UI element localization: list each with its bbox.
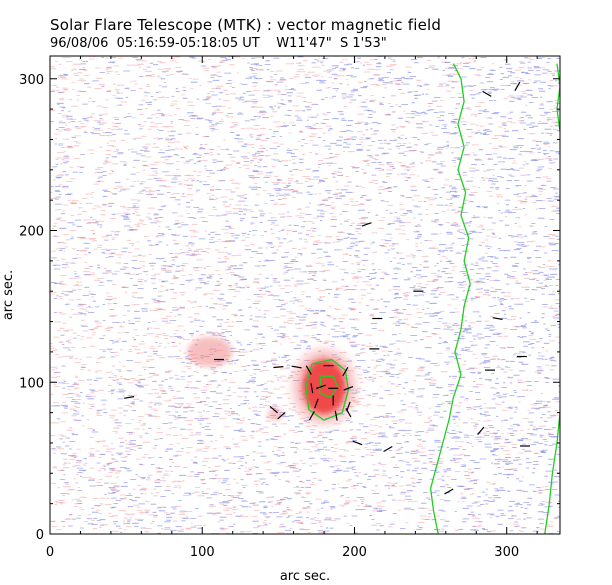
neutral-line — [544, 412, 560, 534]
observation-date: 96/08/06 — [50, 36, 109, 51]
x-tick-label: 100 — [190, 545, 215, 560]
field-vector — [514, 81, 521, 91]
neutral-line — [305, 358, 350, 421]
neutral-lines — [305, 63, 560, 534]
field-vector — [345, 407, 352, 418]
field-vector — [277, 411, 286, 420]
x-tick-label: 0 — [46, 545, 54, 560]
x-axis-label: arc sec. — [280, 569, 330, 584]
field-vector — [361, 222, 372, 227]
weak-positive-region — [187, 336, 233, 368]
field-vector — [314, 398, 319, 409]
weak-positive-region — [267, 408, 283, 421]
plot-background — [50, 56, 560, 534]
observation-coordinates: W11'47" S 1'53" — [276, 36, 387, 51]
field-vector — [316, 384, 326, 390]
neutral-line — [318, 375, 339, 399]
field-vector — [477, 426, 485, 435]
field-vector — [124, 396, 135, 399]
neutral-line — [429, 63, 471, 534]
field-vector — [352, 440, 363, 446]
neutral-line — [556, 63, 560, 132]
field-vector — [305, 365, 312, 375]
plot-frame — [49, 55, 561, 535]
observation-time-range: 05:16:59-05:18:05 UT — [116, 36, 260, 51]
axes: 0 100 200 300 0 100 200 300 — [19, 56, 560, 560]
magnetogram-texture — [50, 56, 560, 534]
negative-polarity-texture — [50, 56, 560, 534]
field-vector — [482, 90, 492, 97]
field-vector — [343, 386, 354, 391]
field-vector — [383, 445, 393, 453]
field-vector — [444, 488, 454, 495]
figure-title: Solar Flare Telescope (MTK) : vector mag… — [50, 16, 442, 34]
field-vector — [308, 411, 315, 421]
sunspot-core — [302, 359, 346, 415]
y-tick-label: 300 — [19, 73, 44, 88]
positive-polarity-texture — [50, 56, 560, 534]
field-vector — [492, 317, 503, 320]
field-vector — [273, 366, 284, 369]
field-vector — [269, 405, 278, 414]
y-tick-label: 0 — [36, 528, 44, 543]
field-vector — [334, 410, 338, 421]
x-tick-label: 200 — [342, 545, 367, 560]
field-vector — [342, 367, 349, 377]
x-tick-label: 300 — [494, 545, 519, 560]
y-axis-label: arc sec. — [1, 270, 16, 320]
y-tick-label: 100 — [19, 376, 44, 391]
field-vectors — [124, 81, 530, 495]
observation-info: 96/08/06 05:16:59-05:18:05 UT W11'47" S … — [50, 36, 387, 51]
field-vector — [291, 365, 302, 369]
field-vector — [310, 383, 314, 394]
y-tick-label: 200 — [19, 225, 44, 240]
